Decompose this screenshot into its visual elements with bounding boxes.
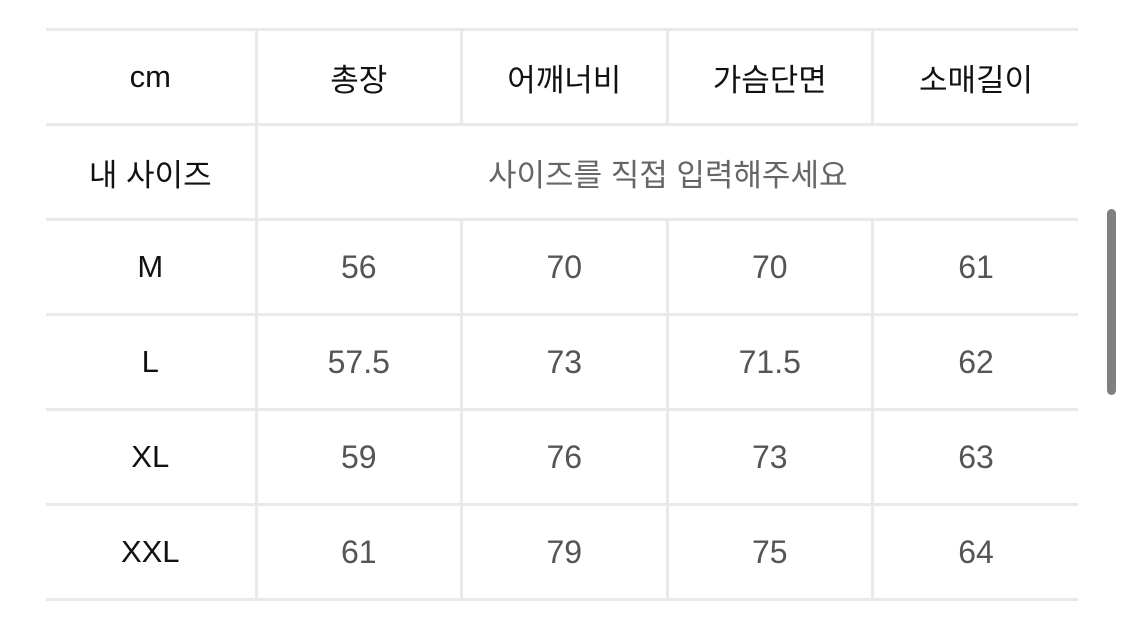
cell-value: 56 [254,218,463,316]
size-label: M [46,218,258,316]
cell-value: 70 [665,218,874,316]
vertical-scrollbar[interactable] [1107,209,1116,395]
cell-value: 57.5 [254,313,463,411]
unit-header: cm [46,28,258,126]
cell-value: 71.5 [665,313,874,411]
table-row: XL 59 76 73 63 [46,408,1078,506]
cell-value: 59 [254,408,463,506]
column-header-chest-width: 가슴단면 [665,28,874,126]
cell-value: 73 [665,408,874,506]
cell-value: 76 [460,408,669,506]
my-size-label: 내 사이즈 [46,123,258,221]
header-row: cm 총장 어깨너비 가슴단면 소매길이 [46,28,1078,126]
column-header-shoulder-width: 어깨너비 [460,28,669,126]
cell-value: 73 [460,313,669,411]
cell-value: 63 [871,408,1078,506]
size-label: XXL [46,503,258,601]
my-size-row: 내 사이즈 사이즈를 직접 입력해주세요 [46,123,1078,221]
cell-value: 61 [254,503,463,601]
size-chart-table: cm 총장 어깨너비 가슴단면 소매길이 내 사이즈 사이즈를 직접 입력해주세… [46,28,1078,601]
cell-value: 62 [871,313,1078,411]
table-row: XXL 61 79 75 64 [46,503,1078,601]
cell-value: 79 [460,503,669,601]
table-row: M 56 70 70 61 [46,218,1078,316]
cell-value: 70 [460,218,669,316]
cell-value: 64 [871,503,1078,601]
table-row: L 57.5 73 71.5 62 [46,313,1078,411]
column-header-total-length: 총장 [254,28,463,126]
cell-value: 61 [871,218,1078,316]
column-header-sleeve-length: 소매길이 [871,28,1078,126]
my-size-input[interactable]: 사이즈를 직접 입력해주세요 [254,123,1078,221]
size-label: XL [46,408,258,506]
cell-value: 75 [665,503,874,601]
size-label: L [46,313,258,411]
